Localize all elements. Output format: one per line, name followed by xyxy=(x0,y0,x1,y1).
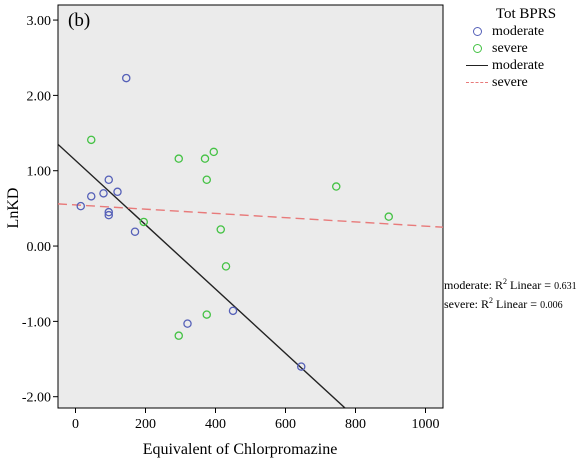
y-tick-label: -1.00 xyxy=(22,315,51,330)
point-moderate xyxy=(99,189,108,198)
r2-value: 0.631 xyxy=(554,281,577,292)
r2-value: 0.006 xyxy=(540,300,563,311)
point-severe xyxy=(200,154,210,163)
point-severe xyxy=(209,147,218,157)
r2-text: Linear = xyxy=(506,278,555,292)
point-moderate xyxy=(76,201,86,211)
circle-marker-icon xyxy=(472,27,482,36)
legend-label: moderate xyxy=(492,23,545,39)
point-severe xyxy=(174,331,183,340)
y-tick-label: -2.00 xyxy=(22,391,51,406)
legend-title: Tot BPRS xyxy=(495,6,557,22)
x-tick-label: 600 xyxy=(275,417,296,432)
r2-annotation-severe: severe: R2 Linear = 0.006 xyxy=(444,296,563,312)
r2-annotation-moderate: moderate: R2 Linear = 0.631 xyxy=(444,277,577,293)
y-axis-label: LnKD xyxy=(5,188,22,229)
r2-text: Linear = xyxy=(492,297,541,311)
solid-line-icon xyxy=(466,65,488,66)
point-moderate xyxy=(113,187,122,197)
legend-item-severe-line: severe xyxy=(462,74,584,91)
point-moderate xyxy=(104,210,114,220)
point-severe xyxy=(87,135,96,145)
y-tick-label: 0.00 xyxy=(27,240,52,255)
r2-sup: 2 xyxy=(488,296,493,305)
point-severe xyxy=(221,262,231,271)
point-moderate xyxy=(104,207,114,217)
point-moderate xyxy=(122,73,131,83)
x-tick-label: 200 xyxy=(135,417,156,432)
point-severe xyxy=(174,154,183,163)
point-moderate xyxy=(296,362,306,371)
axes-layer: 0 200 400 600 800 1000 3.00 2.00 1.00 0.00 -1.00 -2… xyxy=(22,14,440,432)
point-moderate xyxy=(130,227,140,236)
r2-label: moderate: R xyxy=(444,278,503,292)
y-tick-label: 3.00 xyxy=(27,14,52,29)
point-moderate xyxy=(87,192,96,201)
x-tick-label: 400 xyxy=(205,417,226,432)
plot-area xyxy=(57,4,444,409)
legend-item-moderate-line: moderate xyxy=(462,57,584,74)
dashed-line-icon xyxy=(466,82,488,83)
x-tick-label: 1000 xyxy=(412,417,440,432)
y-tick-label: 2.00 xyxy=(27,89,52,104)
r2-label: severe: R xyxy=(444,297,489,311)
legend-label: severe xyxy=(492,40,528,56)
legend-label: severe xyxy=(492,74,528,90)
fit-line-severe xyxy=(58,203,443,228)
point-severe xyxy=(216,225,225,234)
data-points xyxy=(76,73,393,371)
point-moderate xyxy=(183,319,192,328)
point-moderate xyxy=(104,175,114,185)
x-tick-label: 0 xyxy=(72,417,79,432)
legend: Tot BPRS moderate severe moderate severe xyxy=(462,6,584,91)
fit-lines xyxy=(58,143,443,408)
point-severe xyxy=(331,182,341,191)
y-tick-label: 1.00 xyxy=(27,165,52,180)
circle-marker-icon xyxy=(472,44,482,53)
point-severe xyxy=(384,212,393,221)
point-severe xyxy=(139,217,148,227)
panel-label: (b) xyxy=(68,10,90,31)
r2-sup: 2 xyxy=(502,277,507,286)
x-tick-label: 800 xyxy=(345,417,366,432)
fit-line-moderate xyxy=(58,143,346,408)
point-moderate xyxy=(228,306,238,316)
legend-label: moderate xyxy=(492,57,545,73)
x-axis-label: Equivalent of Chlorpromazine xyxy=(143,441,338,458)
point-severe xyxy=(202,310,211,319)
legend-item-moderate-points: moderate xyxy=(462,23,584,40)
legend-item-severe-points: severe xyxy=(462,40,584,57)
point-severe xyxy=(202,175,211,185)
